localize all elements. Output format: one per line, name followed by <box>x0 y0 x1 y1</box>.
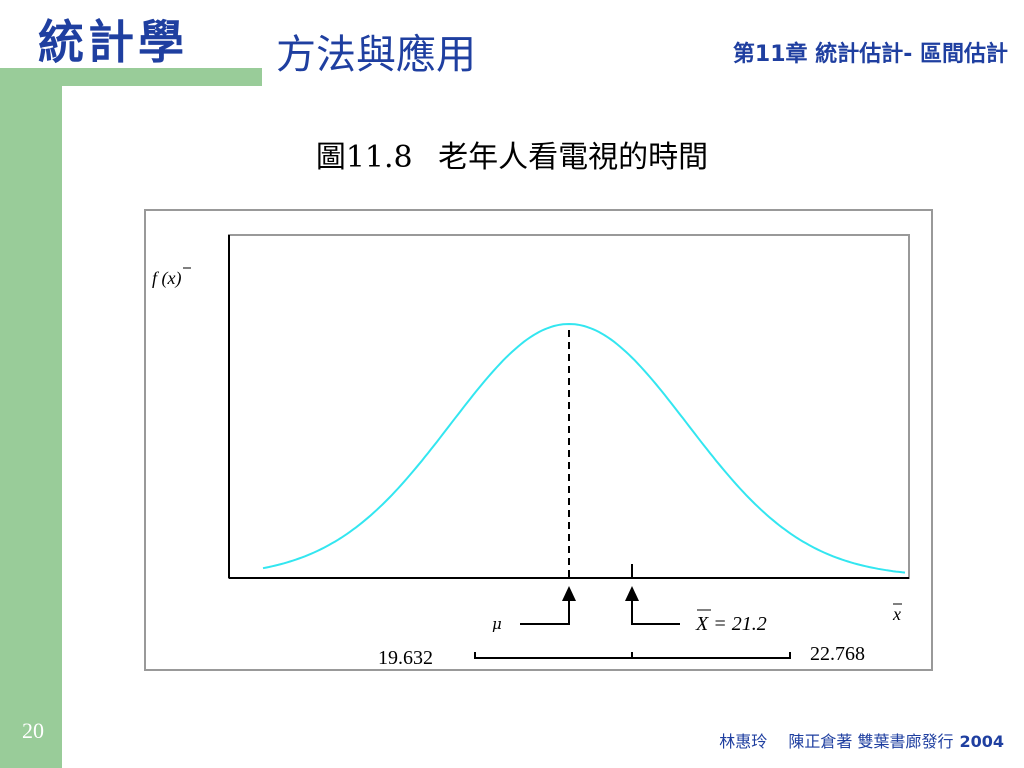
x-axis-label: x <box>892 604 901 624</box>
y-axis-label: f (x) <box>152 268 181 289</box>
header-green-band <box>0 68 262 86</box>
figure-number: 圖11.8 <box>315 140 413 175</box>
xbar-label: X = 21.2 <box>695 613 767 635</box>
mu-label: μ <box>492 615 502 633</box>
logo-text: 統計學 <box>38 15 188 69</box>
upper-bound-label: 22.768 <box>810 643 865 665</box>
figure-frame <box>144 209 933 671</box>
mu-arrow-line <box>520 600 570 625</box>
figure-title: 圖11.8 老年人看電視的時間 <box>0 132 1024 176</box>
subtitle: 方法與應用 <box>276 32 476 78</box>
footer-authors: 林惠玲 陳正倉著 雙葉書廊發行 <box>719 732 954 751</box>
chapter-title: 第11章 統計估計- 區間估計 <box>732 42 1008 67</box>
lower-bound-label: 19.632 <box>378 647 433 669</box>
xbar-arrow-head <box>625 586 639 601</box>
sidebar-green-band <box>0 68 62 768</box>
xbar-arrow-line <box>631 600 680 625</box>
footer-credit: 林惠玲 陳正倉著 雙葉書廊發行 2004 <box>719 728 1004 752</box>
page-number: 20 <box>22 718 44 743</box>
footer-year: 2004 <box>959 732 1004 751</box>
mu-arrow-head <box>562 586 576 601</box>
normal-curve <box>262 322 906 574</box>
figure-caption: 老年人看電視的時間 <box>438 140 709 175</box>
